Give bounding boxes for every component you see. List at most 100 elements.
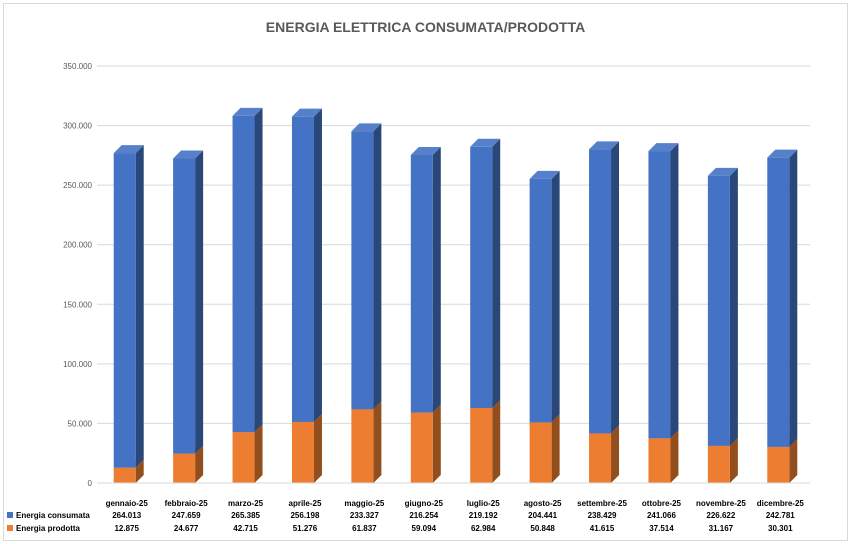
bar-side (254, 424, 263, 483)
bar-front (351, 131, 374, 410)
legend-label-energia-prodotta: Energia prodotta (16, 524, 81, 533)
bar-side (729, 167, 738, 446)
bar-side (492, 399, 501, 483)
bar-energia-consumata (232, 107, 263, 433)
bar-energia-consumata (113, 145, 144, 468)
bar-side (135, 459, 144, 483)
bar-side (195, 445, 204, 483)
category-label: maggio-25 (344, 499, 385, 508)
legend-swatch-energia-consumata (7, 512, 13, 518)
bar-top (470, 138, 501, 147)
data-label-energia-consumata: 204.441 (528, 511, 557, 520)
bar-side (789, 149, 798, 447)
chart-title: ENERGIA ELETTRICA CONSUMATA/PRODOTTA (265, 19, 586, 35)
y-tick-label: 250.000 (63, 181, 92, 190)
data-label-energia-consumata: 226.622 (706, 511, 735, 520)
bar-front (113, 153, 136, 468)
bar-front (648, 438, 671, 483)
bar-side (373, 401, 382, 483)
bar-front (232, 432, 255, 483)
data-label-energia-prodotta: 61.837 (352, 524, 377, 533)
bar-side (789, 438, 798, 483)
bar-front (529, 178, 552, 423)
bar-front (707, 175, 730, 446)
category-label: dicembre-25 (757, 499, 805, 508)
y-tick-label: 350.000 (63, 62, 92, 71)
data-label-energia-prodotta: 30.301 (768, 524, 793, 533)
category-label: luglio-25 (467, 499, 500, 508)
bar-top (648, 143, 679, 152)
bar-energia-consumata (291, 108, 322, 422)
category-label: aprile-25 (289, 499, 322, 508)
bar-side (551, 170, 560, 423)
data-label-energia-prodotta: 62.984 (471, 524, 496, 533)
y-tick-label: 100.000 (63, 360, 92, 369)
bar-side (373, 123, 382, 410)
bar-energia-prodotta (232, 424, 263, 483)
data-label-energia-consumata: 233.327 (350, 511, 379, 520)
bar-front (470, 407, 493, 483)
bar-front (232, 115, 255, 433)
bar-energia-prodotta (470, 399, 501, 483)
bar-front (529, 422, 552, 483)
data-label-energia-consumata: 242.781 (766, 511, 795, 520)
bar-top (291, 108, 322, 117)
bar-side (432, 146, 441, 413)
series-energia-prodotta (113, 399, 798, 483)
bar-front (589, 433, 612, 483)
data-label-energia-consumata: 241.066 (647, 511, 676, 520)
series-energia-consumata (113, 107, 798, 468)
legend-label-energia-consumata: Energia consumata (16, 511, 90, 520)
data-label-energia-consumata: 256.198 (290, 511, 319, 520)
legend-swatch-energia-prodotta (7, 525, 13, 531)
bar-energia-consumata (707, 167, 738, 446)
data-label-energia-consumata: 216.254 (409, 511, 438, 520)
data-label-energia-prodotta: 24.677 (174, 524, 199, 533)
data-label-energia-prodotta: 37.514 (649, 524, 674, 533)
category-label: ottobre-25 (642, 499, 682, 508)
category-label: marzo-25 (228, 499, 264, 508)
bar-energia-prodotta (291, 413, 322, 483)
category-label: agosto-25 (524, 499, 562, 508)
bar-energia-prodotta (529, 414, 560, 483)
bar-front (589, 149, 612, 434)
bar-front (291, 116, 314, 422)
bar-front (173, 453, 196, 483)
bar-front (410, 412, 433, 483)
bar-energia-consumata (648, 143, 679, 439)
bar-energia-consumata (529, 170, 560, 423)
bar-side (492, 138, 501, 408)
bar-energia-consumata (173, 150, 204, 454)
data-label-energia-consumata: 219.192 (469, 511, 498, 520)
bar-energia-consumata (589, 141, 620, 434)
data-label-energia-prodotta: 31.167 (709, 524, 734, 533)
data-label-energia-consumata: 247.659 (172, 511, 201, 520)
bar-top (410, 146, 441, 155)
bar-front (648, 151, 671, 439)
data-label-energia-consumata: 265.385 (231, 511, 260, 520)
bar-side (432, 404, 441, 483)
bar-front (707, 445, 730, 483)
data-label-energia-prodotta: 59.094 (412, 524, 437, 533)
bar-top (351, 123, 382, 132)
bar-top (767, 149, 798, 158)
bar-front (767, 157, 790, 447)
bar-side (254, 107, 263, 433)
y-tick-label: 50.000 (68, 419, 93, 428)
bar-side (313, 108, 322, 422)
data-label-energia-prodotta: 51.276 (293, 524, 318, 533)
category-label: febbraio-25 (165, 499, 209, 508)
bar-side (611, 141, 620, 434)
bar-top (232, 107, 263, 116)
data-label-energia-consumata: 264.013 (112, 511, 141, 520)
bar-energia-prodotta (589, 425, 620, 483)
bar-top (173, 150, 204, 159)
bar-side (551, 414, 560, 483)
bar-top (707, 167, 738, 176)
bar-top (529, 170, 560, 179)
bar-front (173, 158, 196, 454)
bar-side (670, 430, 679, 483)
bar-energia-consumata (410, 146, 441, 413)
category-label: settembre-25 (577, 499, 627, 508)
